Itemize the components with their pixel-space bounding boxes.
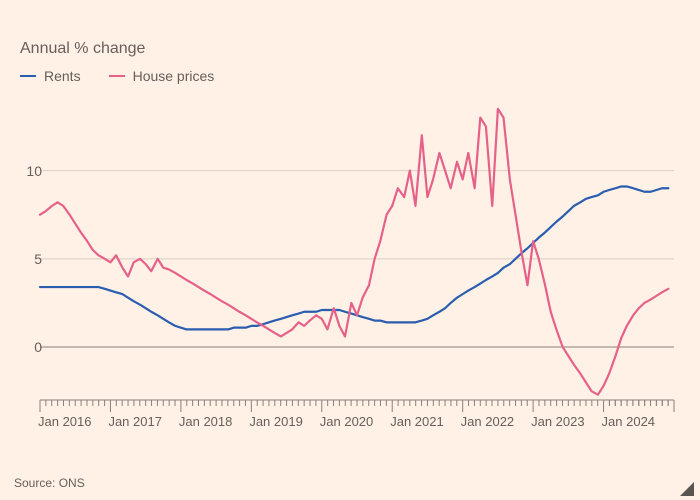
x-tick-label: Jan 2017 [108, 414, 162, 429]
y-tick-label: 0 [22, 339, 42, 355]
legend-item-house-prices: House prices [109, 68, 215, 84]
x-tick-label: Jan 2021 [390, 414, 444, 429]
source-text: Source: ONS [14, 476, 85, 490]
resize-corner-icon [680, 482, 694, 496]
x-tick-label: Jan 2019 [249, 414, 303, 429]
legend-label-house-prices: House prices [133, 68, 215, 84]
y-tick-label: 10 [22, 163, 42, 179]
y-tick-label: 5 [22, 251, 42, 267]
x-tick-label: Jan 2016 [38, 414, 92, 429]
x-tick-label: Jan 2024 [602, 414, 656, 429]
chart-plot: 0510Jan 2016Jan 2017Jan 2018Jan 2019Jan … [40, 100, 680, 440]
x-tick-label: Jan 2020 [320, 414, 374, 429]
legend: Rents House prices [20, 68, 214, 84]
legend-dash-house-prices [109, 75, 125, 77]
chart-svg [40, 100, 680, 440]
legend-label-rents: Rents [44, 68, 81, 84]
x-tick-label: Jan 2023 [531, 414, 585, 429]
legend-item-rents: Rents [20, 68, 81, 84]
x-tick-label: Jan 2018 [179, 414, 233, 429]
x-tick-label: Jan 2022 [461, 414, 515, 429]
legend-dash-rents [20, 75, 36, 77]
chart-subtitle: Annual % change [20, 40, 145, 58]
